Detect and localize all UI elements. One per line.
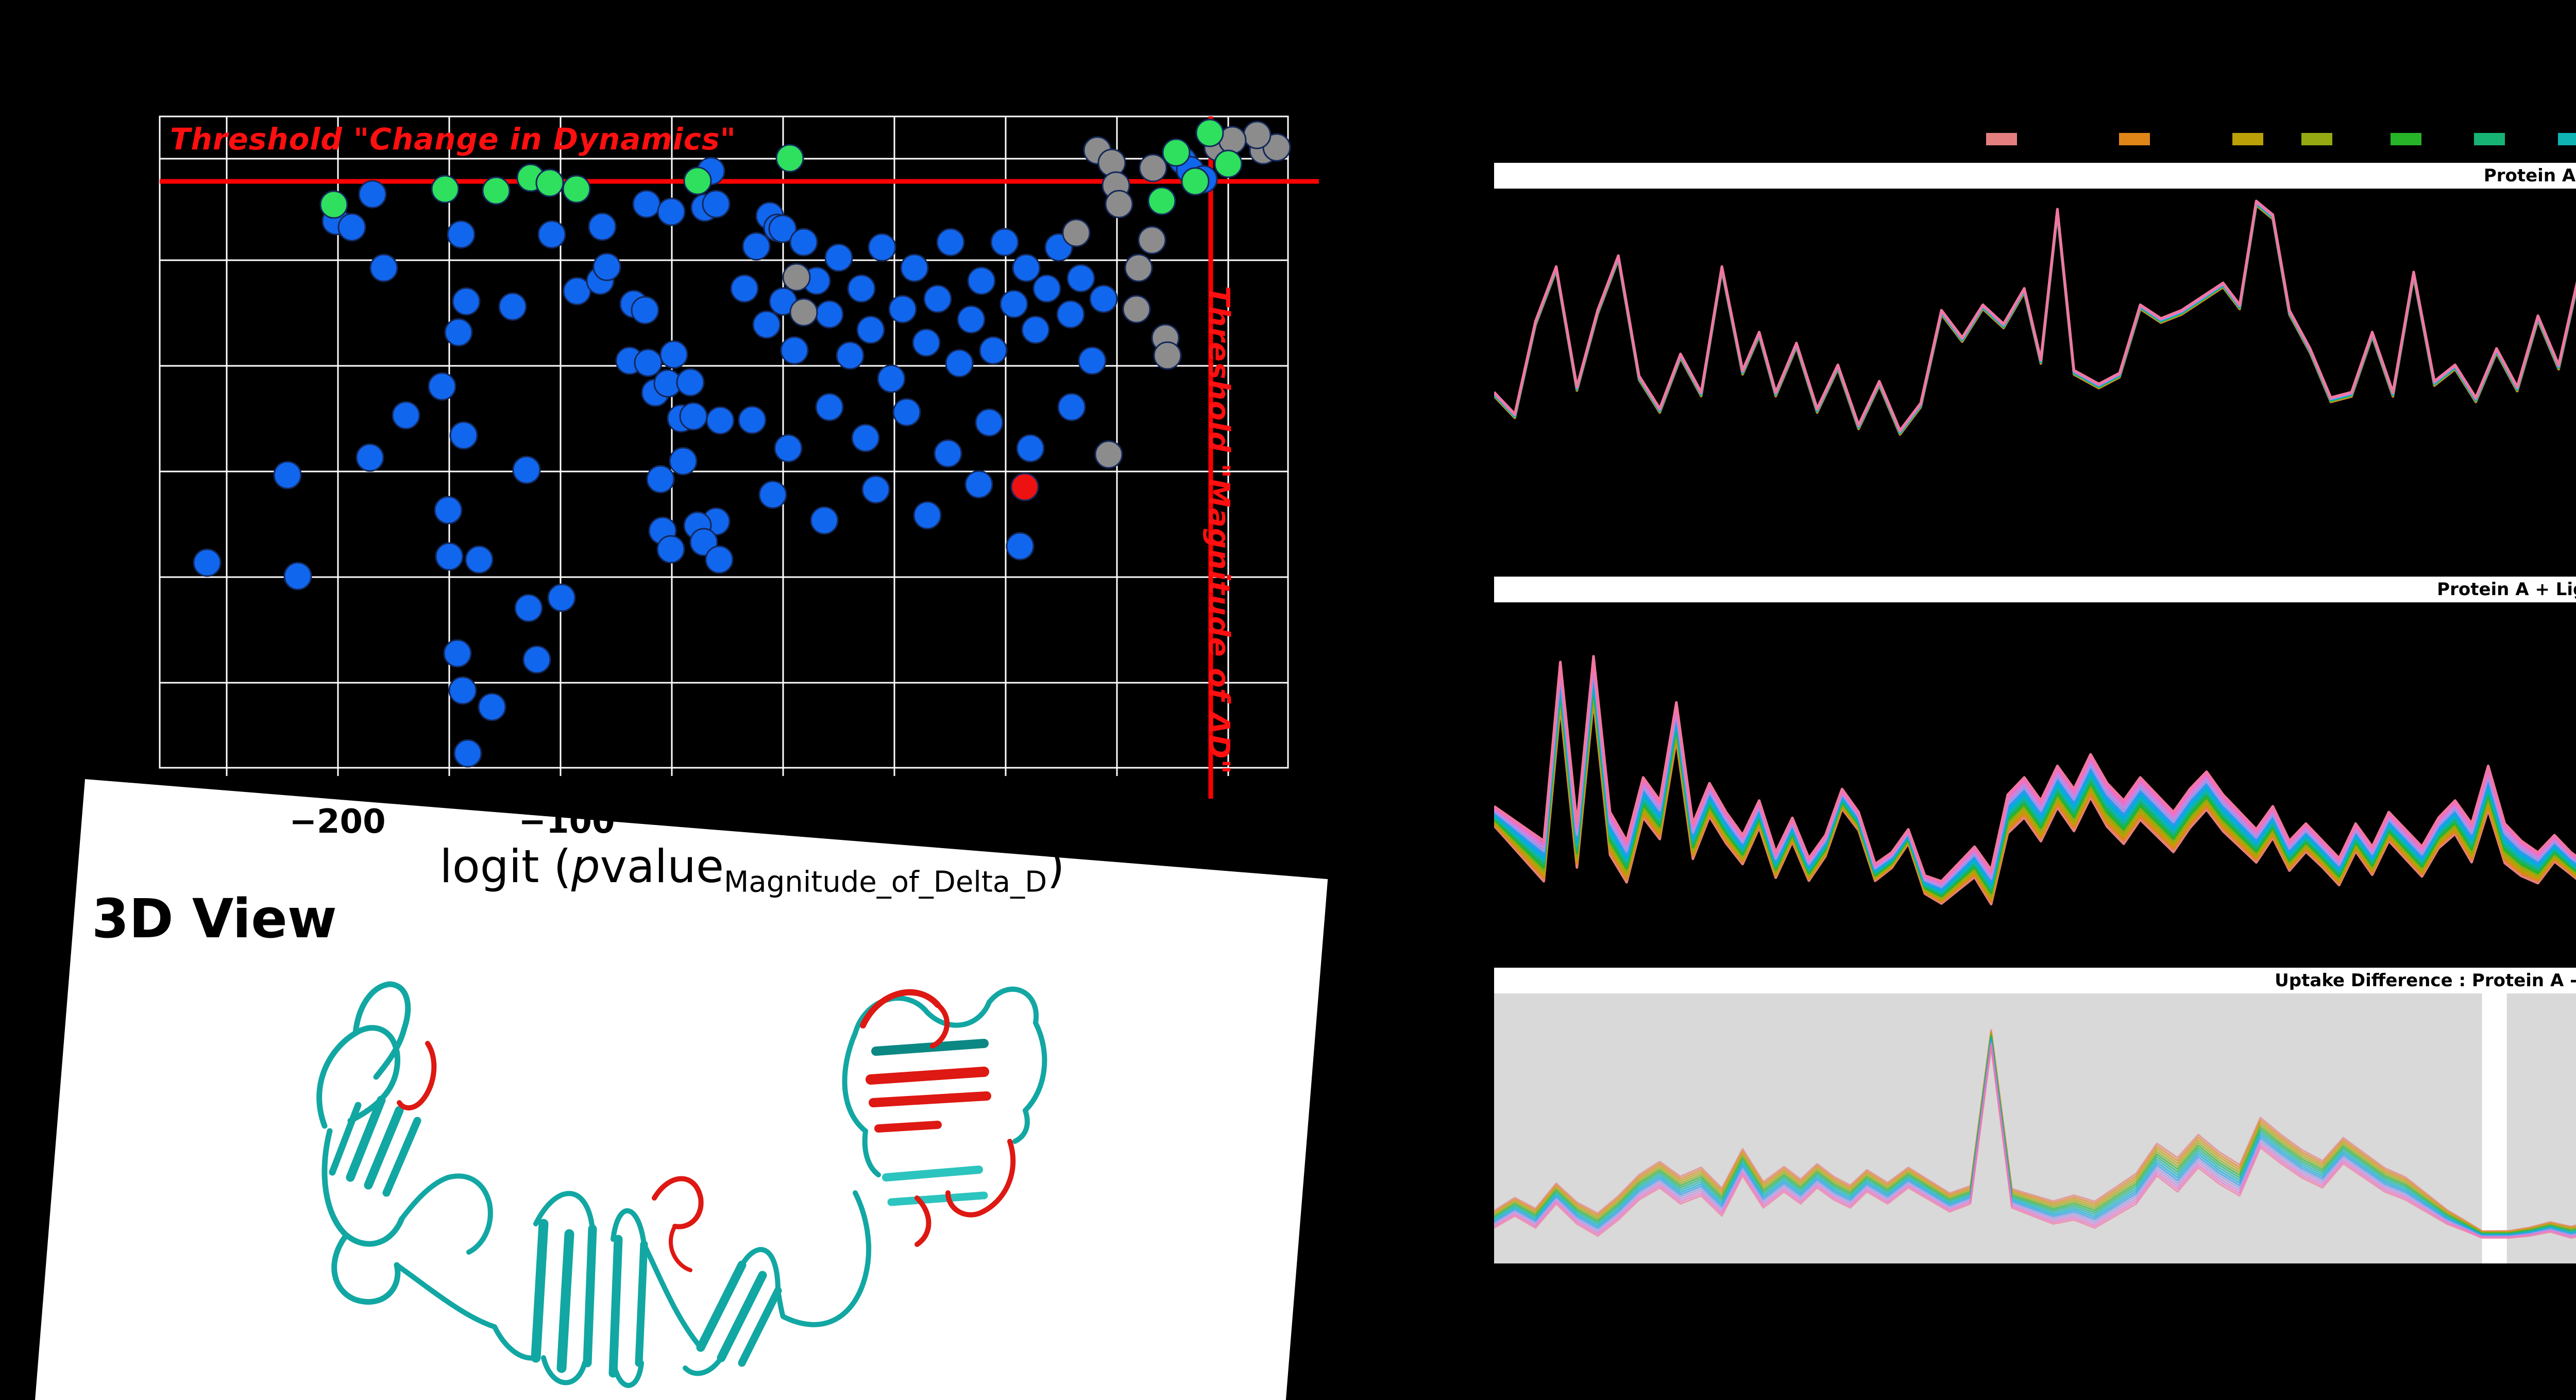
volcano-plot[interactable] (0, 0, 1319, 804)
panel-title-protein-a-ligand: Protein A + Ligand (1494, 577, 2576, 602)
panel-title-protein-a: Protein A (1494, 163, 2576, 189)
chart-uptake-difference[interactable] (1494, 993, 2576, 1268)
threshold-magnitude-label: Threshold "Magnitude of ΔD" (1202, 286, 1235, 775)
chart-protein-a[interactable] (1494, 189, 2576, 556)
chart-protein-a-ligand[interactable] (1494, 602, 2576, 953)
panel-title-protein-a-ligand-text: Protein A + Ligand (2437, 579, 2576, 600)
legend-swatch-1[interactable] (1986, 133, 2017, 145)
x-tick-minus100: −100 (518, 803, 615, 841)
panel-title-uptake-difference-text: Uptake Difference : Protein A - (Protein… (2275, 970, 2576, 991)
threshold-change-label: Threshold "Change in Dynamics" (170, 122, 736, 157)
legend-swatch-4[interactable] (2301, 133, 2332, 145)
legend-swatch-5[interactable] (2391, 133, 2421, 145)
x-tick-minus200: −200 (289, 803, 386, 841)
legend-swatch-3[interactable] (2232, 133, 2263, 145)
legend-swatch-6[interactable] (2474, 133, 2505, 145)
panel-title-uptake-difference: Uptake Difference : Protein A - (Protein… (1494, 968, 2576, 993)
volcano-x-axis-title: logit (pvalueMagnitude_of_Delta_D) (439, 840, 1065, 899)
protein-ribbon[interactable] (247, 956, 1113, 1399)
legend-swatch-2[interactable] (2119, 133, 2150, 145)
legend-swatch-7[interactable] (2558, 133, 2576, 145)
panel-title-protein-a-text: Protein A (2483, 165, 2576, 186)
view3d-title: 3D View (92, 887, 337, 950)
